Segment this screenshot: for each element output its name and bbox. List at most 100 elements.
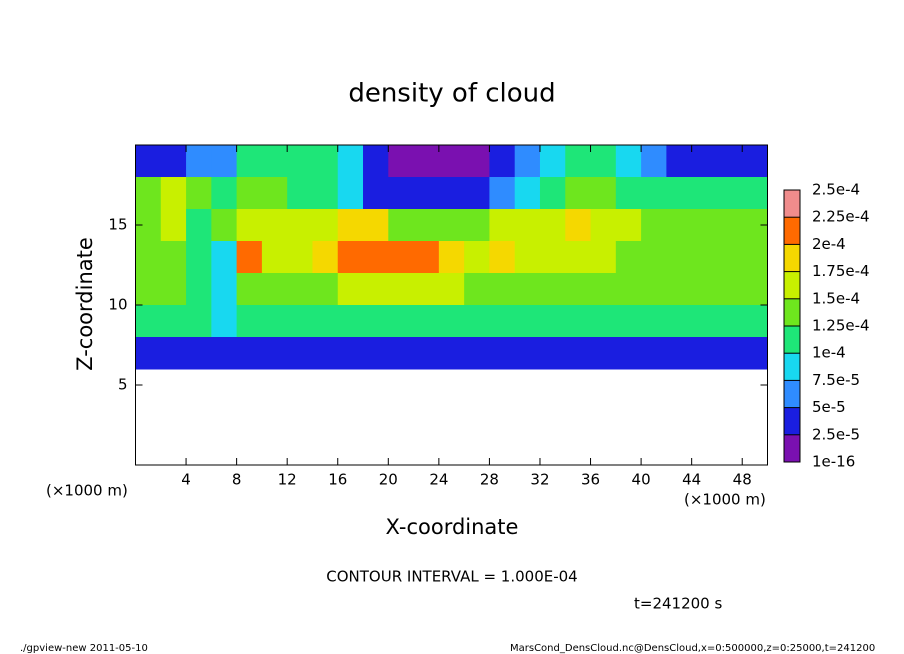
heat-cell — [464, 145, 490, 178]
heat-cell — [742, 145, 768, 178]
heat-cell — [337, 145, 364, 178]
heat-cell — [565, 145, 592, 178]
heat-cell — [590, 337, 617, 370]
heat-cell — [261, 305, 288, 338]
heat-cell — [514, 177, 541, 210]
heat-cell — [236, 305, 263, 338]
heat-cell — [514, 337, 541, 370]
heat-cell — [135, 273, 162, 306]
heat-cell — [489, 145, 516, 178]
heat-cell — [641, 305, 667, 338]
heat-cell — [438, 145, 465, 178]
colorbar-cell — [784, 190, 800, 218]
heat-cell — [312, 145, 339, 178]
heat-cell — [211, 145, 238, 178]
heat-cell — [590, 145, 617, 178]
x-tick-label: 44 — [682, 471, 701, 489]
heat-cell — [641, 241, 667, 274]
colorbar-cell — [784, 380, 800, 408]
y-axis-label: Z-coordinate — [73, 237, 97, 371]
heat-cell — [742, 273, 768, 306]
heat-cell — [716, 305, 743, 338]
colorbar-label: 2.5e-4 — [812, 181, 860, 199]
heat-cell — [514, 273, 541, 306]
heat-cell — [160, 305, 187, 338]
heat-cell — [287, 145, 313, 178]
heat-cell — [539, 145, 566, 178]
heat-cell — [539, 337, 566, 370]
heat-cell — [514, 305, 541, 338]
heat-cell — [186, 273, 212, 306]
x-tick-label: 48 — [733, 471, 752, 489]
heat-cell — [539, 241, 566, 274]
heat-cell — [615, 241, 642, 274]
heat-cell — [388, 145, 415, 178]
heat-cell — [666, 305, 693, 338]
heat-cell — [464, 177, 490, 210]
heat-cell — [565, 209, 592, 242]
heat-cell — [716, 209, 743, 242]
heat-cell — [514, 241, 541, 274]
heat-cell — [363, 241, 389, 274]
heat-cell — [413, 305, 440, 338]
heat-cell — [615, 337, 642, 370]
heat-cell — [413, 145, 440, 178]
heat-cell — [716, 145, 743, 178]
heat-cell — [691, 305, 718, 338]
y-tick-label: 10 — [108, 296, 127, 314]
heat-cell — [186, 305, 212, 338]
heat-cell — [337, 177, 364, 210]
heat-cell — [186, 177, 212, 210]
heat-cell — [413, 241, 440, 274]
heat-cell — [565, 337, 592, 370]
colorbar-cell — [784, 271, 800, 299]
heat-cell — [641, 337, 667, 370]
heat-cell — [287, 305, 313, 338]
heat-cell — [565, 177, 592, 210]
x-tick-label: 40 — [632, 471, 651, 489]
heat-cell — [438, 177, 465, 210]
heat-cell — [312, 337, 339, 370]
heat-cell — [337, 305, 364, 338]
heat-cell — [514, 209, 541, 242]
x-tick-label: 24 — [429, 471, 448, 489]
heat-cell — [186, 209, 212, 242]
heat-cell — [337, 337, 364, 370]
heat-cell — [135, 337, 162, 370]
heat-cell — [236, 145, 263, 178]
heat-cell — [615, 145, 642, 178]
heat-cell — [160, 273, 187, 306]
colorbar-label: 2e-4 — [812, 235, 846, 253]
heat-cell — [666, 273, 693, 306]
heat-cell — [363, 145, 389, 178]
heat-cell — [135, 241, 162, 274]
x-tick-label: 28 — [480, 471, 499, 489]
heat-cell — [539, 305, 566, 338]
chart-title: density of cloud — [348, 79, 555, 109]
heat-cell — [641, 177, 667, 210]
heat-cell — [236, 209, 263, 242]
heat-cell — [160, 145, 187, 178]
colorbar-cell — [784, 217, 800, 245]
heat-cell — [590, 209, 617, 242]
heat-cell — [464, 305, 490, 338]
x-tick-label: 32 — [530, 471, 549, 489]
heat-cell — [211, 337, 238, 370]
heat-cell — [716, 241, 743, 274]
heat-cell — [337, 273, 364, 306]
heat-cell — [312, 241, 339, 274]
y-tick-label: 15 — [108, 216, 127, 234]
heat-cell — [438, 273, 465, 306]
heat-cell — [742, 241, 768, 274]
heat-cell — [742, 337, 768, 370]
heat-cell — [186, 145, 212, 178]
heat-cell — [160, 177, 187, 210]
heat-cell — [135, 145, 162, 178]
colorbar-cell — [784, 326, 800, 354]
heat-cell — [489, 305, 516, 338]
heat-cell — [388, 241, 415, 274]
colorbar-cell — [784, 353, 800, 381]
colorbar-label: 1.5e-4 — [812, 289, 860, 307]
